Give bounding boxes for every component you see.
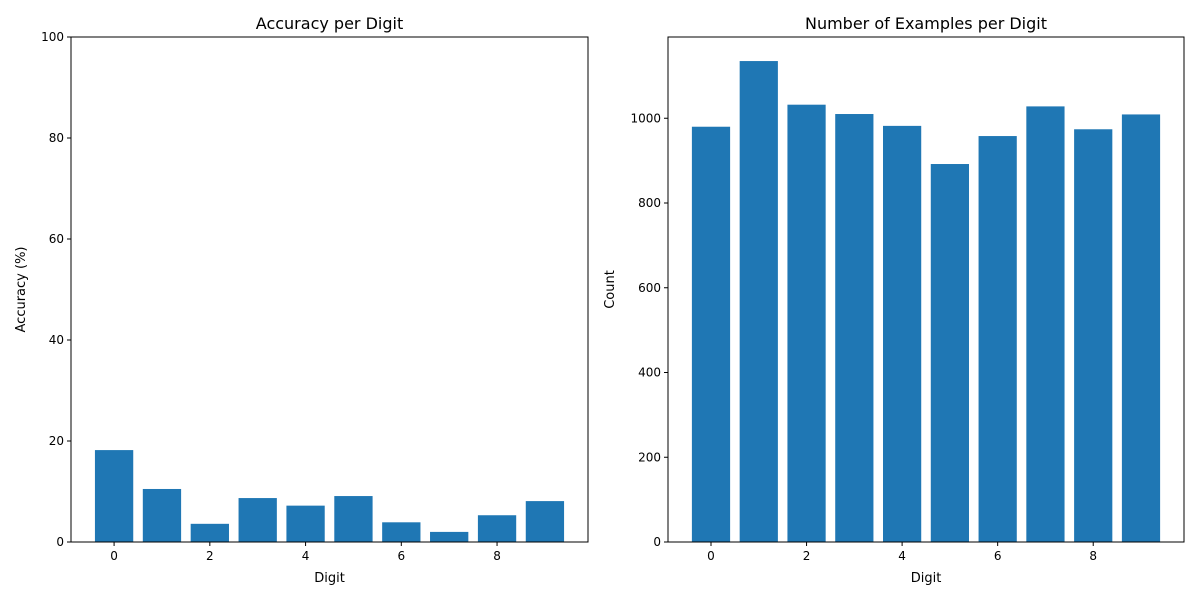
bar-digit-9 (525, 501, 565, 542)
x-axis-label: Digit (911, 571, 942, 586)
chart-title: Number of Examples per Digit (805, 14, 1047, 33)
x-tick-label: 8 (1089, 549, 1097, 563)
bar-digit-6 (978, 136, 1017, 543)
bar-digit-3 (835, 114, 874, 543)
y-axis-ticks: 0 200 400 600 800 1000 (630, 111, 668, 549)
bar-digit-5 (930, 164, 969, 542)
bar-digit-7 (430, 531, 469, 542)
y-tick-label: 60 (49, 232, 64, 246)
y-tick-label: 20 (49, 434, 64, 448)
y-tick-label: 0 (653, 535, 661, 549)
y-tick-label: 80 (49, 131, 64, 145)
y-tick-label: 600 (638, 281, 661, 295)
y-tick-label: 0 (56, 535, 64, 549)
y-axis-label: Count (603, 270, 618, 309)
bar-digit-1 (739, 61, 778, 543)
x-axis-ticks: 0 2 4 6 8 (707, 542, 1097, 563)
plot-frame (70, 36, 589, 543)
bar-digit-4 (883, 125, 922, 542)
x-tick-label: 6 (994, 549, 1002, 563)
x-axis-label: Digit (314, 571, 345, 586)
bar-digit-1 (142, 488, 182, 542)
bars (691, 61, 1161, 543)
x-tick-label: 0 (110, 549, 118, 563)
accuracy-chart: Accuracy per Digit Digit Accuracy (%) 0 2… (14, 14, 589, 586)
bar-digit-3 (238, 498, 277, 542)
x-tick-label: 0 (707, 549, 715, 563)
count-chart: Number of Examples per Digit Digit Count… (603, 14, 1185, 586)
x-tick-label: 4 (302, 549, 310, 563)
bar-digit-6 (382, 522, 421, 542)
bar-digit-8 (1074, 129, 1113, 542)
bar-digit-7 (1026, 106, 1065, 542)
y-tick-label: 800 (638, 196, 661, 210)
x-tick-label: 6 (397, 549, 405, 563)
bar-digit-9 (1121, 114, 1161, 542)
bars (94, 450, 565, 542)
bar-digit-5 (334, 496, 373, 542)
bar-digit-4 (286, 505, 325, 542)
x-axis-ticks: 0 2 4 6 8 (110, 542, 501, 563)
x-tick-label: 4 (898, 549, 906, 563)
x-tick-label: 2 (206, 549, 214, 563)
y-axis-label: Accuracy (%) (14, 247, 29, 333)
chart-title: Accuracy per Digit (256, 14, 403, 33)
plot-frame (667, 36, 1185, 543)
bar-digit-8 (477, 515, 517, 542)
bar-digit-2 (787, 104, 826, 542)
y-axis-ticks: 0 20 40 60 80 100 (41, 30, 71, 549)
x-tick-label: 8 (493, 549, 501, 563)
y-tick-label: 400 (638, 366, 661, 380)
y-tick-label: 1000 (630, 111, 661, 125)
bar-digit-0 (94, 450, 134, 542)
y-tick-label: 100 (41, 30, 64, 44)
x-tick-label: 2 (803, 549, 811, 563)
y-tick-label: 200 (638, 450, 661, 464)
y-tick-label: 40 (49, 333, 64, 347)
bar-digit-0 (691, 126, 731, 542)
bar-digit-2 (190, 523, 229, 542)
